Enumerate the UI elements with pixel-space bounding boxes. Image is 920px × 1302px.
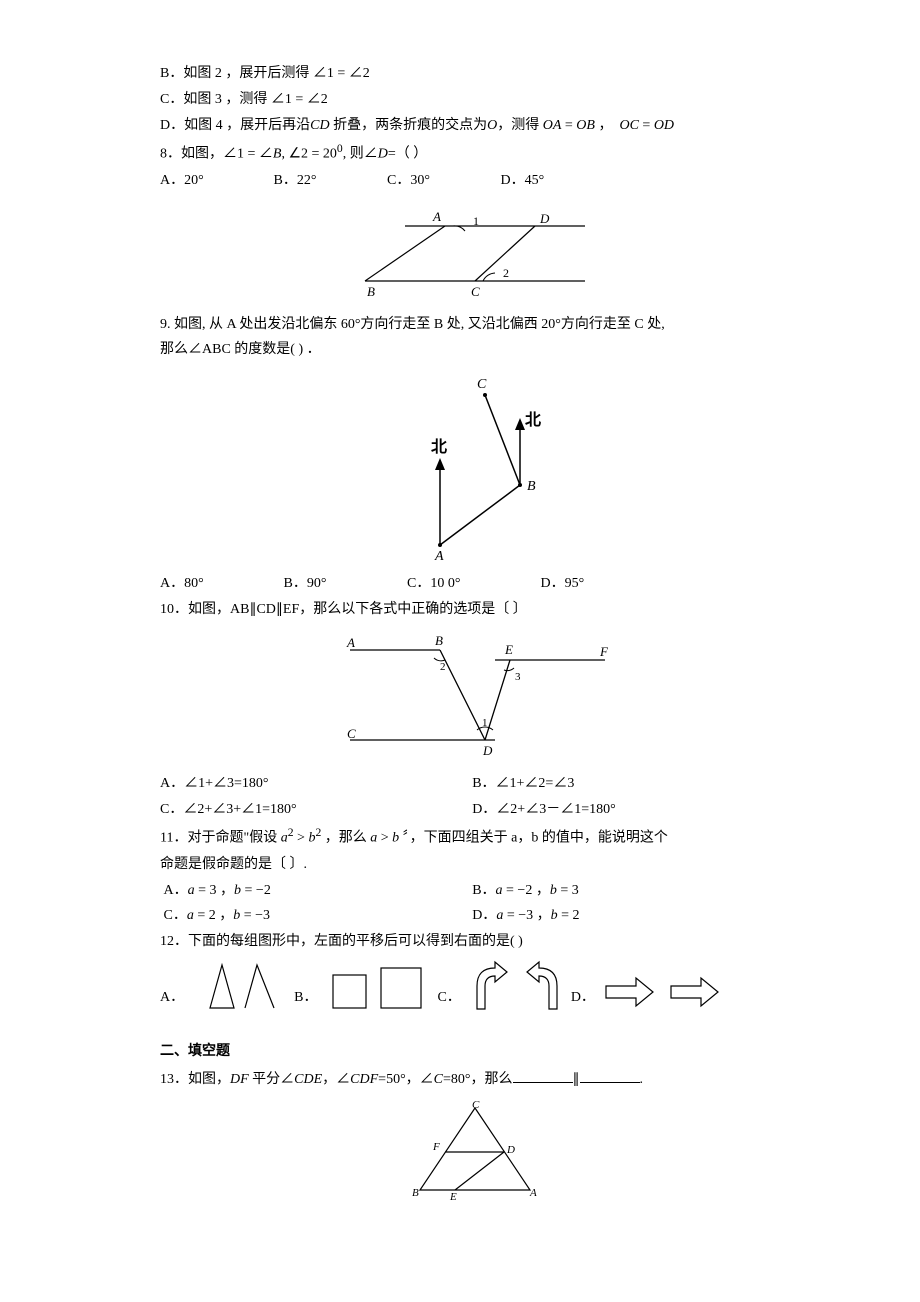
q9-options: A．80° B．90° C．10 0° D．95° — [160, 572, 790, 596]
q13-stem: 13．如图，DF 平分∠CDE，∠CDF=50°，∠C=80°，那么∥. — [160, 1068, 790, 1092]
q9-stem: 9. 如图, 从 A 处出发沿北偏东 60°方向行走至 B 处, 又沿北偏西 2… — [160, 313, 790, 337]
q7-option-c: C．如图 3 ，测得 ∠1 = ∠2 — [160, 88, 790, 112]
svg-text:3: 3 — [515, 671, 521, 683]
svg-text:E: E — [449, 1191, 457, 1200]
svg-text:B: B — [367, 284, 375, 299]
svg-text:1: 1 — [473, 214, 479, 228]
svg-text:D: D — [482, 743, 493, 758]
svg-text:北: 北 — [431, 438, 447, 456]
svg-text:D: D — [539, 211, 550, 226]
q12-figure-b — [323, 960, 433, 1010]
q12-options: A． B． C． D． — [160, 960, 790, 1010]
svg-text:2: 2 — [503, 266, 509, 280]
svg-text:A: A — [432, 209, 441, 224]
q12-figure-c — [467, 960, 567, 1010]
q10-figure: A B E F C D 2 3 1 — [160, 630, 790, 760]
q10-options-row1: A．∠1+∠3=180° B．∠1+∠2=∠3 — [160, 772, 790, 796]
svg-text:F: F — [599, 644, 609, 659]
q11-stem2: 命题是假命题的是〔 〕. — [160, 853, 790, 877]
q12-stem: 12．下面的每组图形中，左面的平移后可以得到右面的是( ) — [160, 930, 790, 954]
q12-figure-a — [190, 960, 290, 1010]
svg-text:2: 2 — [440, 661, 446, 673]
section-2-title: 二、填空题 — [160, 1040, 790, 1064]
svg-text:B: B — [527, 479, 536, 494]
svg-text:北: 北 — [525, 411, 541, 429]
svg-text:C: C — [471, 284, 480, 299]
q11-stem: 11．对于命题"假设 a2 > b2 ，那么 a > b 〞，下面四组关于 a，… — [160, 823, 790, 850]
svg-text:F: F — [432, 1141, 440, 1153]
q12-figure-d — [601, 960, 731, 1010]
q10-stem: 10．如图，AB∥CD∥EF，那么以下各式中正确的选项是〔 〕 — [160, 598, 790, 622]
q13-blank2[interactable] — [580, 1068, 640, 1083]
svg-text:A: A — [529, 1187, 537, 1199]
svg-text:1: 1 — [482, 717, 488, 729]
q13-figure: C F D B E A — [160, 1100, 790, 1200]
svg-text:C: C — [472, 1100, 480, 1111]
q9-stem2: 那么∠ABC 的度数是( ) ． — [160, 338, 790, 362]
q11-options-row1: A．a = 3 ，b = −2 B．a = −2 ，b = 3 — [160, 879, 790, 903]
q8-stem: 8．如图，∠1 = ∠B, ∠2 = 200, 则∠D=（ ） — [160, 139, 790, 166]
q13-blank1[interactable] — [513, 1068, 573, 1083]
q8-options: A．20° B．22° C．30° D．45° — [160, 169, 790, 193]
q7-option-d: D．如图 4 ，展开后再沿CD 折叠，两条折痕的交点为O，测得 OA = OB … — [160, 114, 790, 138]
svg-text:B: B — [435, 633, 443, 648]
q8-figure: A B C D 1 2 — [160, 201, 790, 301]
svg-text:A: A — [346, 635, 355, 650]
q7-option-b: B．如图 2 ，展开后测得 ∠1 = ∠2 — [160, 62, 790, 86]
svg-text:C: C — [347, 726, 356, 741]
svg-text:A: A — [434, 549, 444, 560]
q9-figure: A B C 北 北 — [160, 370, 790, 560]
q10-options-row2: C．∠2+∠3+∠1=180° D．∠2+∠3－∠1=180° — [160, 798, 790, 822]
svg-text:C: C — [477, 377, 487, 392]
svg-text:E: E — [504, 642, 513, 657]
svg-text:D: D — [506, 1144, 515, 1156]
q11-options-row2: C．a = 2 ，b = −3 D．a = −3 ，b = 2 — [160, 904, 790, 928]
svg-text:B: B — [412, 1187, 419, 1199]
